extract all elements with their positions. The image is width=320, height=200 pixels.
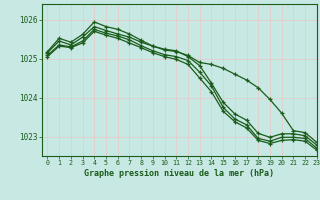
X-axis label: Graphe pression niveau de la mer (hPa): Graphe pression niveau de la mer (hPa)	[84, 169, 274, 178]
